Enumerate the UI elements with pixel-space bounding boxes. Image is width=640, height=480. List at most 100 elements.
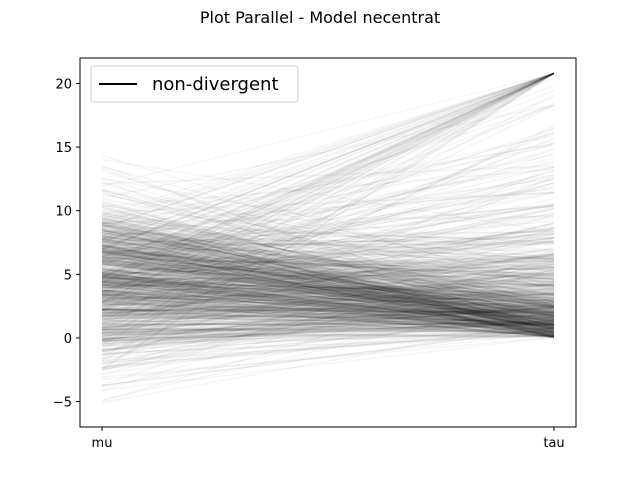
parallel-line <box>101 257 555 323</box>
parallel-line <box>101 314 555 335</box>
parallel-line <box>101 268 555 339</box>
parallel-line <box>101 72 555 278</box>
parallel-line <box>101 215 555 328</box>
parallel-line <box>101 72 555 237</box>
parallel-line <box>101 294 555 337</box>
parallel-line <box>101 272 555 308</box>
parallel-line <box>101 248 555 320</box>
parallel-line <box>101 293 555 317</box>
parallel-line <box>101 244 555 263</box>
parallel-line <box>101 229 555 331</box>
parallel-line <box>101 255 555 302</box>
parallel-line <box>101 230 555 269</box>
parallel-line <box>101 266 555 352</box>
parallel-line <box>101 177 555 317</box>
parallel-line <box>101 255 555 294</box>
parallel-line <box>101 281 555 318</box>
parallel-line <box>101 289 555 317</box>
parallel-line <box>101 229 555 335</box>
parallel-line <box>101 186 555 268</box>
legend: non-divergent <box>90 65 299 103</box>
parallel-line <box>101 259 555 291</box>
parallel-line <box>101 271 555 325</box>
parallel-line <box>101 227 555 321</box>
parallel-line <box>101 223 555 301</box>
parallel-line <box>101 229 555 325</box>
parallel-line <box>101 289 555 314</box>
parallel-line <box>101 260 555 313</box>
parallel-line <box>101 296 555 339</box>
parallel-line <box>101 322 555 330</box>
parallel-line <box>101 204 555 279</box>
parallel-line <box>101 284 555 316</box>
parallel-line <box>101 327 555 342</box>
parallel-line <box>101 321 555 340</box>
parallel-line <box>101 200 555 339</box>
parallel-line <box>101 230 555 338</box>
parallel-line <box>101 282 555 302</box>
parallel-line <box>101 283 555 322</box>
parallel-line <box>101 230 555 261</box>
parallel-line <box>101 272 555 338</box>
parallel-line <box>101 72 555 217</box>
parallel-line <box>101 274 555 312</box>
parallel-line <box>101 268 555 287</box>
parallel-line <box>101 277 555 319</box>
parallel-line <box>101 271 555 332</box>
parallel-line <box>101 303 555 315</box>
parallel-line <box>101 278 555 338</box>
parallel-line <box>101 253 555 323</box>
parallel-line <box>101 223 555 305</box>
parallel-line <box>101 273 555 317</box>
parallel-line <box>101 255 555 324</box>
parallel-line <box>101 197 555 290</box>
parallel-line <box>101 266 555 335</box>
parallel-line <box>101 272 555 311</box>
parallel-line <box>101 270 555 303</box>
parallel-line <box>101 273 555 332</box>
parallel-line <box>101 282 555 292</box>
parallel-line <box>101 262 555 336</box>
parallel-line <box>101 267 555 328</box>
parallel-line <box>101 261 555 329</box>
parallel-line <box>101 253 555 268</box>
parallel-line <box>101 264 555 309</box>
parallel-line <box>101 203 555 280</box>
parallel-line <box>101 296 555 306</box>
parallel-line <box>101 222 555 309</box>
parallel-line <box>101 270 555 334</box>
parallel-line <box>101 260 555 334</box>
parallel-line <box>101 319 555 326</box>
parallel-line <box>101 192 555 274</box>
parallel-line <box>101 238 555 338</box>
parallel-line <box>101 268 555 330</box>
parallel-line <box>101 222 555 338</box>
parallel-line <box>101 249 555 293</box>
parallel-line <box>101 266 555 308</box>
parallel-line <box>101 235 555 283</box>
parallel-line <box>101 314 555 328</box>
parallel-line <box>101 283 555 369</box>
parallel-line <box>101 279 555 296</box>
parallel-line <box>101 204 555 263</box>
parallel-line <box>101 290 555 326</box>
parallel-line <box>101 162 555 259</box>
parallel-line <box>101 311 555 330</box>
parallel-line <box>101 306 555 340</box>
parallel-line <box>101 263 555 322</box>
parallel-line <box>101 299 555 339</box>
parallel-line <box>101 258 555 288</box>
parallel-line <box>101 257 555 276</box>
parallel-line <box>101 160 555 258</box>
parallel-line <box>101 270 555 328</box>
parallel-line <box>101 282 555 351</box>
parallel-line <box>101 260 555 337</box>
parallel-line <box>101 72 555 188</box>
parallel-line <box>101 165 555 275</box>
parallel-line <box>101 299 555 308</box>
parallel-line <box>101 276 555 331</box>
parallel-line <box>101 240 555 329</box>
parallel-line <box>101 248 555 280</box>
parallel-line <box>101 261 555 296</box>
